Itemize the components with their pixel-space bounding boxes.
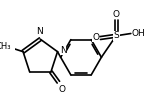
Text: N: N [36,27,42,36]
Text: CH₃: CH₃ [0,42,11,51]
Text: OH: OH [132,29,146,38]
Text: O: O [92,33,99,42]
Text: O: O [112,10,119,19]
Text: S: S [113,31,119,40]
Text: N: N [60,46,67,55]
Text: O: O [59,85,66,94]
